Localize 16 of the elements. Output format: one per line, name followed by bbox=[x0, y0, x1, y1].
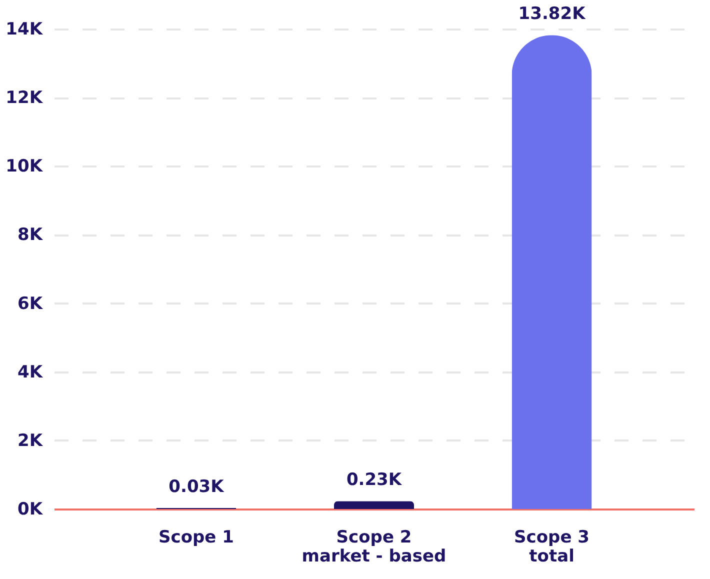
y-tick-label: 14K bbox=[6, 20, 44, 40]
bar bbox=[512, 35, 592, 509]
x-tick-label: Scope 1 bbox=[158, 528, 234, 548]
data-label: 13.82K bbox=[518, 4, 586, 24]
data-label: 0.03K bbox=[168, 476, 225, 497]
y-tick-label: 0K bbox=[17, 500, 44, 520]
x-tick-label: Scope 3 total bbox=[514, 528, 590, 566]
y-tick-label: 8K bbox=[17, 225, 44, 246]
x-tick-label: Scope 2 market - based bbox=[302, 528, 446, 566]
y-tick-label: 2K bbox=[17, 430, 44, 451]
y-tick-label: 6K bbox=[17, 294, 44, 314]
y-tick-label: 12K bbox=[6, 88, 44, 108]
y-tick-label: 10K bbox=[6, 156, 44, 177]
y-tick-label: 4K bbox=[17, 362, 44, 382]
bar bbox=[334, 501, 414, 509]
data-label: 0.23K bbox=[346, 470, 402, 490]
